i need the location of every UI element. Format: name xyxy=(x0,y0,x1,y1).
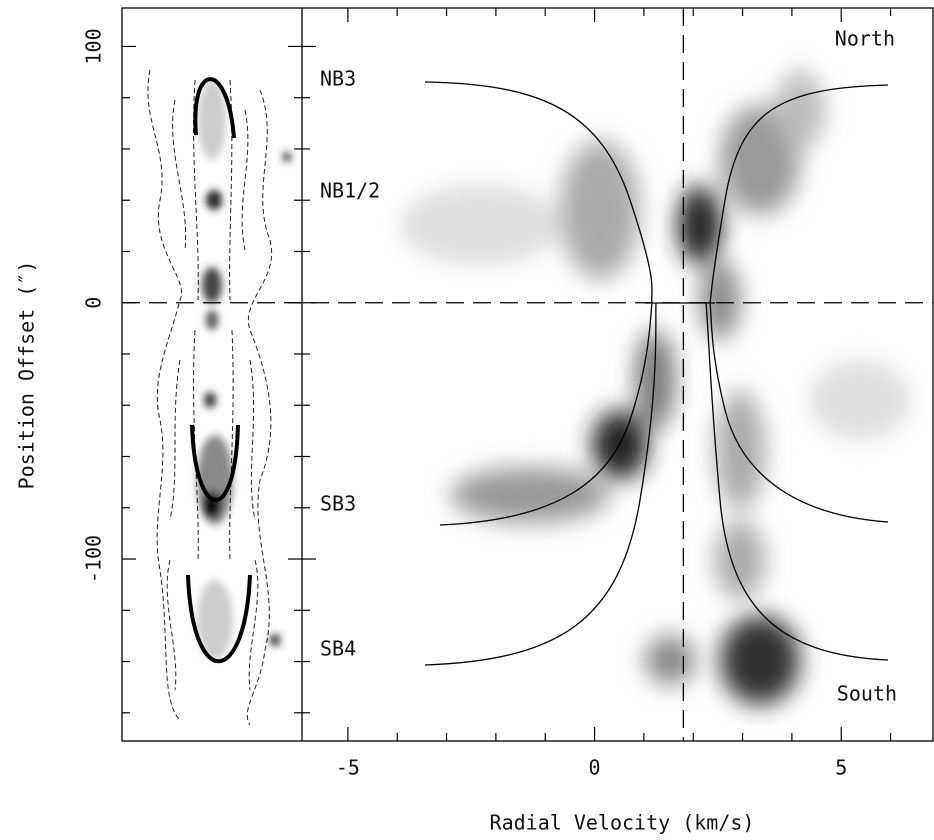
y-tick-label: 100 xyxy=(82,28,106,64)
annotation: South xyxy=(837,682,897,706)
annotation: NB1/2 xyxy=(320,179,380,203)
annotation: SB3 xyxy=(320,492,356,516)
x-tick-label: 0 xyxy=(589,756,601,780)
model-curves xyxy=(424,81,889,666)
y-axis-title: Position Offset (″) xyxy=(15,261,39,490)
y-tick-label: 0 xyxy=(82,297,106,309)
annotation: North xyxy=(835,27,895,51)
annotation: NB3 xyxy=(320,67,356,91)
plot-frame xyxy=(121,7,934,742)
source-image xyxy=(147,69,291,726)
x-axis-title: Radial Velocity (km/s) xyxy=(490,811,755,835)
x-tick-label: -5 xyxy=(336,756,360,780)
x-tick-label: 5 xyxy=(835,756,847,780)
y-tick-label: -100 xyxy=(82,535,106,583)
annotation: SB4 xyxy=(320,637,356,661)
emission-map xyxy=(400,70,910,705)
